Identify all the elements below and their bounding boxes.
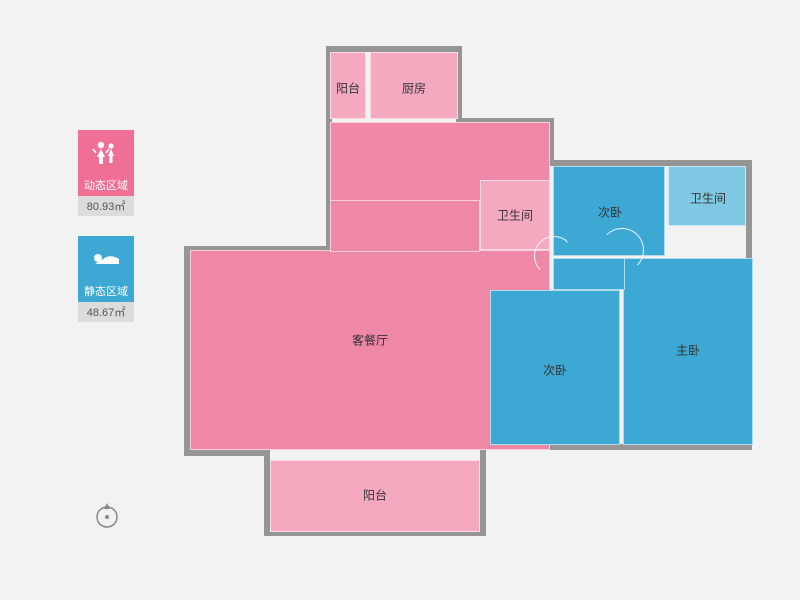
room-label-balcony_bottom: 阳台 (363, 487, 387, 504)
legend-dynamic: 动态区域 80.93㎡ (78, 130, 134, 216)
room-label-bedroom2a: 次卧 (598, 204, 622, 221)
legend-static-label: 静态区域 (78, 280, 134, 302)
room-living_upper (330, 200, 480, 252)
legend-panel: 动态区域 80.93㎡ 静态区域 48.67㎡ (78, 130, 134, 342)
room-label-bedroom2b: 次卧 (543, 362, 567, 379)
people-icon (78, 130, 134, 174)
sleep-icon (78, 236, 134, 280)
legend-dynamic-value: 80.93㎡ (78, 196, 134, 216)
room-master_ext (553, 258, 625, 290)
compass-icon (92, 500, 122, 530)
room-label-bathroom2: 卫生间 (690, 190, 726, 207)
legend-static-value: 48.67㎡ (78, 302, 134, 322)
room-label-living: 客餐厅 (352, 332, 388, 349)
floorplan: 阳台厨房卫生间客餐厅阳台次卧卫生间次卧主卧 (190, 40, 760, 560)
legend-dynamic-label: 动态区域 (78, 174, 134, 196)
room-label-balcony_top: 阳台 (336, 80, 360, 97)
wall (184, 450, 270, 456)
room-label-master: 主卧 (676, 342, 700, 359)
wall (480, 444, 486, 536)
legend-static: 静态区域 48.67㎡ (78, 236, 134, 322)
room-label-bathroom1: 卫生间 (497, 207, 533, 224)
room-label-kitchen: 厨房 (402, 80, 426, 97)
